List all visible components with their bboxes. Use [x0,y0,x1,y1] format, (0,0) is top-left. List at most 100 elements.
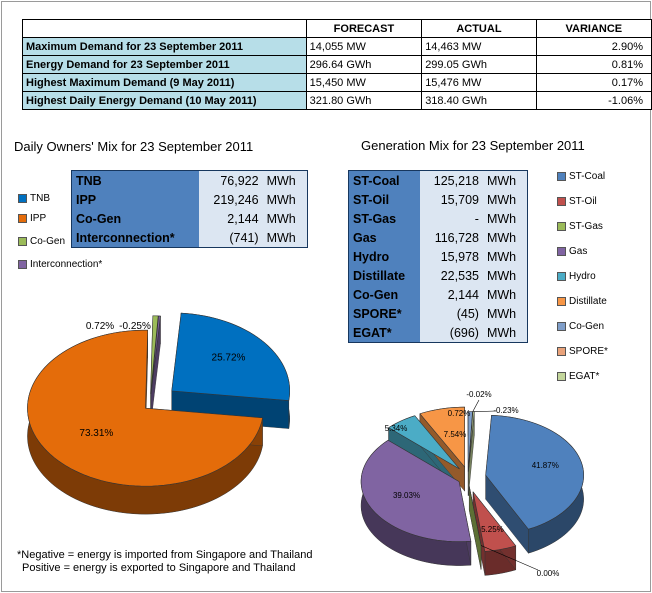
summary-row: Maximum Demand for 23 September 2011 14,… [22,37,652,56]
pie-slice-gas [360,439,472,542]
owners-row-value: 76,922 [199,170,263,190]
generation-row-unit: MWh [482,170,528,190]
pie-slice-interconnection- [150,315,161,394]
generation-legend-item: Hydro [557,271,596,282]
generation-row-name: EGAT* [348,323,421,343]
owners-legend-item: IPP [18,213,46,224]
leader-line [472,399,480,412]
generation-row: EGAT* (696) MWh [348,323,528,343]
legend-label: EGAT* [569,371,600,382]
legend-label: Co-Gen [569,321,605,332]
leader-line [480,545,539,571]
pie-data-label: 5.34% [385,424,408,433]
legend-swatch [18,214,27,223]
legend-swatch [18,260,27,269]
generation-row-name: Distillate [348,266,421,285]
legend-label: TNB [30,193,50,204]
generation-row: ST-Oil 15,709 MWh [348,190,528,209]
pie-slice-distillate [419,406,466,468]
generation-row-name: Co-Gen [348,285,421,304]
generation-legend-item: Gas [557,246,587,257]
summary-header-forecast: FORECAST [305,19,423,38]
summary-variance: 0.17% [535,73,652,92]
pie-slice-co-gen [150,315,159,394]
summary-actual: 318.40 GWh [421,91,537,110]
owners-legend-item: TNB [18,193,50,204]
owners-mix-title: Daily Owners' Mix for 23 September 2011 [14,139,254,154]
summary-header-actual: ACTUAL [421,19,537,38]
pie-slice-tnb [171,312,290,401]
legend-label: Co-Gen [30,236,66,247]
owners-legend-item: Interconnection* [18,259,102,270]
generation-legend-item: SPORE* [557,346,608,357]
legend-swatch [18,237,27,246]
summary-variance: 0.81% [535,55,652,74]
owners-mix-pie-chart: 25.72% 73.31% 0.72% -0.25% [27,312,290,515]
legend-swatch [557,297,566,306]
owners-row-unit: MWh [262,190,308,209]
summary-header-blank [22,19,307,38]
legend-label: SPORE* [569,346,608,357]
owners-row-name: Interconnection* [71,228,200,248]
summary-forecast: 321.80 GWh [305,91,423,110]
legend-label: Interconnection* [30,259,103,270]
summary-forecast: 15,450 MW [305,73,423,92]
generation-row-unit: MWh [482,190,528,209]
generation-row-value: 116,728 [420,228,483,247]
legend-swatch [557,172,566,181]
generation-legend-item: Co-Gen [557,321,604,332]
legend-label: ST-Gas [569,221,603,232]
summary-variance: -1.06% [535,91,652,110]
summary-row: Highest Daily Energy Demand (10 May 2011… [22,91,652,110]
owners-row-unit: MWh [262,228,308,248]
legend-swatch [557,247,566,256]
generation-mix-title: Generation Mix for 23 September 2011 [361,138,585,153]
generation-row: SPORE* (45) MWh [348,304,528,323]
generation-legend-item: ST-Gas [557,221,603,232]
pie-slice-st-oil [472,491,517,552]
generation-row: Co-Gen 2,144 MWh [348,285,528,304]
generation-row: Distillate 22,535 MWh [348,266,528,285]
legend-label: ST-Oil [569,196,597,207]
pie-slice-egat- [468,411,475,472]
generation-legend-item: ST-Oil [557,196,597,207]
legend-swatch [557,372,566,381]
generation-row-unit: MWh [482,209,528,228]
owners-mix-table: TNB 76,922 MWh IPP 219,246 MWh Co-Gen 2,144 MW… [71,170,308,248]
summary-variance: 2.90% [535,37,652,56]
generation-row-value: 125,218 [420,170,483,190]
summary-row: Energy Demand for 23 September 2011 296.… [22,55,652,74]
pie-slice-st-gas [468,485,482,546]
legend-swatch [557,197,566,206]
summary-row-label: Maximum Demand for 23 September 2011 [22,37,307,56]
pie-data-label: 41.87% [532,461,559,470]
pie-data-label: 0.72% [448,409,471,418]
legend-label: ST-Coal [569,171,606,182]
pie-data-label: 7.54% [444,430,467,439]
owners-row-name: Co-Gen [71,209,200,228]
legend-label: Distillate [569,296,607,307]
summary-actual: 14,463 MW [421,37,537,56]
generation-row-unit: MWh [482,228,528,247]
pie-data-label: 0.72% [86,321,114,332]
generation-row: ST-Gas - MWh [348,209,528,228]
generation-row-name: Gas [348,228,421,247]
pie-slice-hydro [388,415,460,470]
legend-swatch [557,222,566,231]
generation-row-value: (696) [420,323,483,343]
generation-legend-item: Distillate [557,296,607,307]
generation-row-unit: MWh [482,247,528,266]
owners-row-unit: MWh [262,209,308,228]
owners-row-unit: MWh [262,170,308,190]
generation-row: ST-Coal 125,218 MWh [348,170,528,190]
owners-row: Co-Gen 2,144 MWh [71,209,308,228]
owners-row-name: IPP [71,190,200,209]
pie-data-label: 39.03% [393,491,420,500]
pie-data-label: 73.31% [79,428,113,439]
generation-legend-item: EGAT* [557,371,599,382]
pie-data-label: 0.00% [537,569,560,578]
generation-row-unit: MWh [482,285,528,304]
summary-row-label: Energy Demand for 23 September 2011 [22,55,307,74]
owners-row-name: TNB [71,170,200,190]
generation-row-unit: MWh [482,323,528,343]
